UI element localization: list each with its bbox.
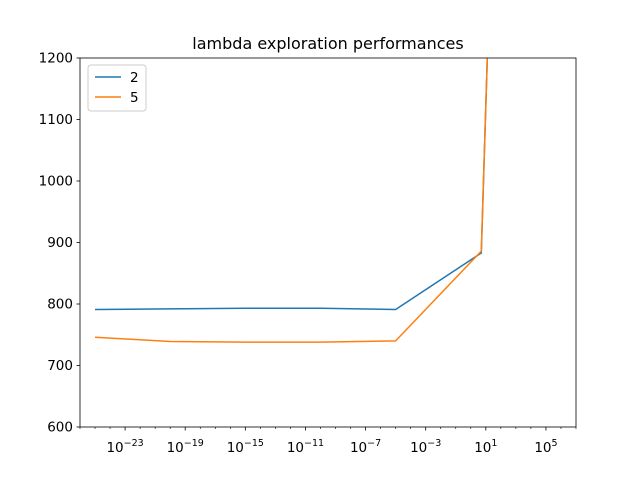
axes-layer: 600 700 800 900 1000 1100 1200 10−23 10−19 10−15 1…: [39, 51, 577, 456]
y-tick-label: 1100: [39, 112, 73, 128]
x-tick-label: 10−19: [167, 438, 204, 456]
y-tick-label: 1200: [39, 51, 73, 67]
x-tick-label: 10−23: [106, 438, 143, 456]
x-tick-label: 105: [534, 438, 557, 456]
y-tick-label: 800: [47, 297, 73, 313]
x-tick-label: 101: [474, 438, 497, 456]
x-tick-label: 10−3: [410, 438, 441, 456]
y-tick-label: 700: [47, 358, 73, 374]
y-tick-label: 900: [47, 235, 73, 251]
series-layer: [94, 58, 489, 343]
x-tick-label: 10−11: [287, 438, 324, 456]
y-tick-label: 1000: [39, 174, 73, 190]
series-line-5: [94, 58, 489, 343]
x-tick-label: 10−15: [227, 438, 264, 456]
chart-title: lambda exploration performances: [192, 34, 463, 53]
series-line-2: [95, 58, 489, 311]
legend: 25: [87, 64, 147, 112]
legend-label-2: 2: [130, 70, 139, 86]
legend-label-5: 5: [130, 90, 139, 106]
x-tick-label: 10−7: [350, 438, 381, 456]
y-tick-label: 600: [47, 420, 73, 436]
